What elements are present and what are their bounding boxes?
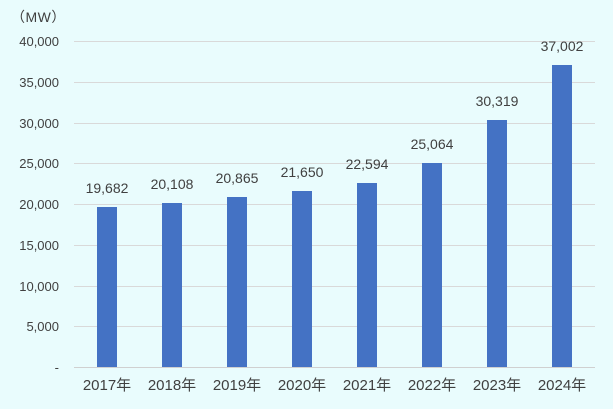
y-tick-label-35000: 35,000 xyxy=(19,75,59,90)
bar-2019年 xyxy=(227,197,247,367)
bar-2021年 xyxy=(357,183,377,367)
gridline-40000 xyxy=(74,41,595,42)
y-tick-label-5000: 5,000 xyxy=(26,319,59,334)
x-tick-label-2022年: 2022年 xyxy=(407,377,457,394)
value-label-2024年: 37,002 xyxy=(540,38,584,54)
bar-2022年 xyxy=(422,163,442,367)
y-tick-label-40000: 40,000 xyxy=(19,34,59,49)
x-tick-label-2024年: 2024年 xyxy=(537,377,587,394)
x-tick-label-2023年: 2023年 xyxy=(472,377,522,394)
y-tick-label-20000: 20,000 xyxy=(19,197,59,212)
gridline-10000 xyxy=(74,286,595,287)
value-label-2020年: 21,650 xyxy=(280,164,324,180)
y-tick-label-15000: 15,000 xyxy=(19,238,59,253)
gridline-20000 xyxy=(74,204,595,205)
x-tick-label-2019年: 2019年 xyxy=(212,377,262,394)
bar-2020年 xyxy=(292,191,312,367)
bar-2024年 xyxy=(552,65,572,367)
gridline-5000 xyxy=(74,326,595,327)
gridline-30000 xyxy=(74,123,595,124)
y-tick-label-30000: 30,000 xyxy=(19,116,59,131)
x-axis-line xyxy=(74,367,595,368)
y-tick-label-0: - xyxy=(54,360,59,375)
value-label-2022年: 25,064 xyxy=(410,136,454,152)
value-label-2019年: 20,865 xyxy=(215,170,259,186)
gridline-25000 xyxy=(74,163,595,164)
value-label-2018年: 20,108 xyxy=(150,176,194,192)
value-label-2017年: 19,682 xyxy=(85,180,129,196)
y-tick-label-10000: 10,000 xyxy=(19,279,59,294)
bar-2018年 xyxy=(162,203,182,367)
bar-2017年 xyxy=(97,207,117,367)
value-label-2021年: 22,594 xyxy=(345,156,389,172)
y-axis-unit-label: （MW） xyxy=(11,9,66,25)
bar-2023年 xyxy=(487,120,507,367)
gridline-35000 xyxy=(74,82,595,83)
x-tick-label-2020年: 2020年 xyxy=(277,377,327,394)
gridline-15000 xyxy=(74,245,595,246)
x-tick-label-2018年: 2018年 xyxy=(147,377,197,394)
x-tick-label-2021年: 2021年 xyxy=(342,377,392,394)
value-label-2023年: 30,319 xyxy=(475,93,519,109)
x-tick-label-2017年: 2017年 xyxy=(82,377,132,394)
y-tick-label-25000: 25,000 xyxy=(19,156,59,171)
